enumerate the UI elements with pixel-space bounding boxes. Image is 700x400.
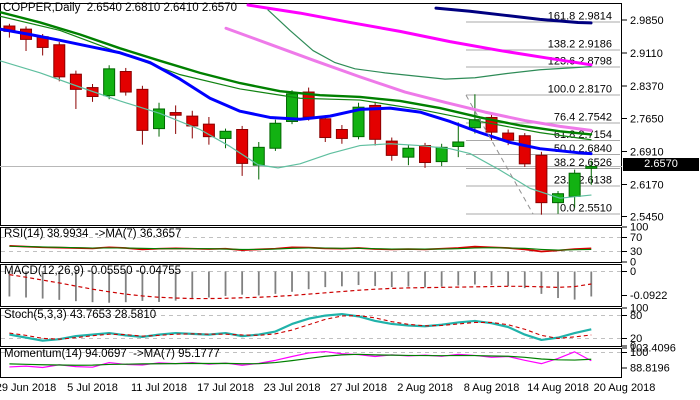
momentum-axis-label: 103.4096 [630,343,676,355]
stochastic-axis-label: 0 [630,341,636,353]
candle-body [369,104,382,140]
price-axis-label: 2.5450 [630,211,664,223]
candle-body [302,91,315,118]
price-axis-label: 2.9110 [630,48,663,60]
candle-body [585,166,598,169]
candle-body [53,44,66,78]
x-axis-label: 29 Jun 2018 [0,382,56,394]
candle-body [335,129,348,139]
panel-frame [0,348,622,378]
candle-body [468,119,481,129]
candle-body [319,118,332,139]
macd-axis-label: 0 [630,266,636,278]
x-axis-label: 11 Jul 2018 [131,382,187,394]
rsi-axis-label: 70 [630,232,642,244]
ma-blue [0,27,593,156]
candle-body [69,73,82,90]
momentum-indicator-label: Momentum(14) 94.0697 ->MA(7) 95.1777 [4,348,220,360]
x-axis-label: 5 Jul 2018 [67,382,118,394]
rsi-axis-label: 0 [630,257,636,269]
price-axis-label: 2.7650 [630,113,664,125]
candle-body [352,106,365,138]
fib-level-label: 38.2 2.6526 [554,157,612,169]
candle-body [435,146,448,163]
fib-level-label: 0.0 2.5510 [560,202,612,214]
candle-body [502,132,515,141]
fib-level-label: 76.4 2.7542 [554,112,612,124]
chart-title: COPPER,Daily 2.6540 2.6810 2.6410 2.6570 [3,2,237,14]
x-axis-label: 27 Jul 2018 [330,382,387,394]
momentum-ma-line [9,353,592,366]
candle-body [568,172,581,197]
candle-body [535,154,548,204]
candle-body [153,108,166,130]
panel-frame [0,308,622,347]
stochastic-axis-label: 80 [630,310,642,322]
candle-body [452,141,465,147]
x-axis-label: 2 Aug 2018 [397,382,453,394]
candle-body [286,93,299,122]
x-axis-label: 20 Aug 2018 [594,382,656,394]
panel-frame [0,264,622,307]
fib-anchor-line [465,94,534,215]
price-axis-label: 2.6910 [630,146,664,158]
momentum-axis-label: 100 [630,347,648,359]
ma-magenta [246,3,593,67]
candle-body [169,112,182,116]
panel-frame [0,227,622,263]
ma-green-thin [0,15,592,141]
rsi-ma-line [9,245,592,251]
price-axis-label: 2.8370 [630,81,664,93]
candle-body [518,135,531,165]
candle-body [402,147,415,158]
x-axis-label: 23 Jul 2018 [264,382,321,394]
rsi-axis-label: 30 [630,246,642,258]
x-axis-label: 14 Aug 2018 [527,382,589,394]
panel-frame [0,3,622,226]
stochastic-axis-label: 20 [630,333,642,345]
stochastic-axis-label: 100 [630,303,648,315]
macd-signal-line [9,274,592,300]
stoch-k-line [9,312,592,342]
candle-body [269,122,282,149]
ma-plum [224,26,593,132]
candle-body [236,129,249,164]
x-axis-label: 17 Jul 2018 [197,382,254,394]
ma-navy [434,6,593,25]
band-lower [0,60,592,199]
rsi-indicator-label: RSI(14) 38.9934 ->MA(7) 36.3657 [4,228,182,240]
rsi-axis-label: 100 [630,222,648,234]
fib-level-label: 100.0 2.8170 [548,84,612,96]
candle-body [219,130,232,139]
candle-body [419,145,432,164]
macd-axis-label: -0.0922 [630,290,667,302]
ma-green-thick [0,10,593,136]
band-upper [267,9,592,80]
fib-level-label: 23.6 2.6138 [554,174,612,186]
x-axis-label: 8 Aug 2018 [464,382,520,394]
current-price-badge: 2.6570 [623,158,699,171]
price-axis-label: 2.9850 [630,15,664,27]
fib-level-label: 161.8 2.9814 [548,10,612,22]
macd-indicator-label: MACD(12,26,9) -0.05550 -0.04755 [4,265,182,277]
fib-level-label: 138.2 2.9186 [548,38,612,50]
candle-body [202,123,215,138]
candle-body [103,68,116,97]
momentum-line [9,350,592,369]
candle-body [385,140,398,156]
momentum-axis-label: 88.8196 [630,362,670,374]
price-axis-label: 2.6170 [630,179,664,191]
stochastic-indicator-label: Stoch(5,3,3) 43.7653 28.5810 [4,309,157,321]
candle-body [119,71,132,93]
candle-body [136,88,149,131]
